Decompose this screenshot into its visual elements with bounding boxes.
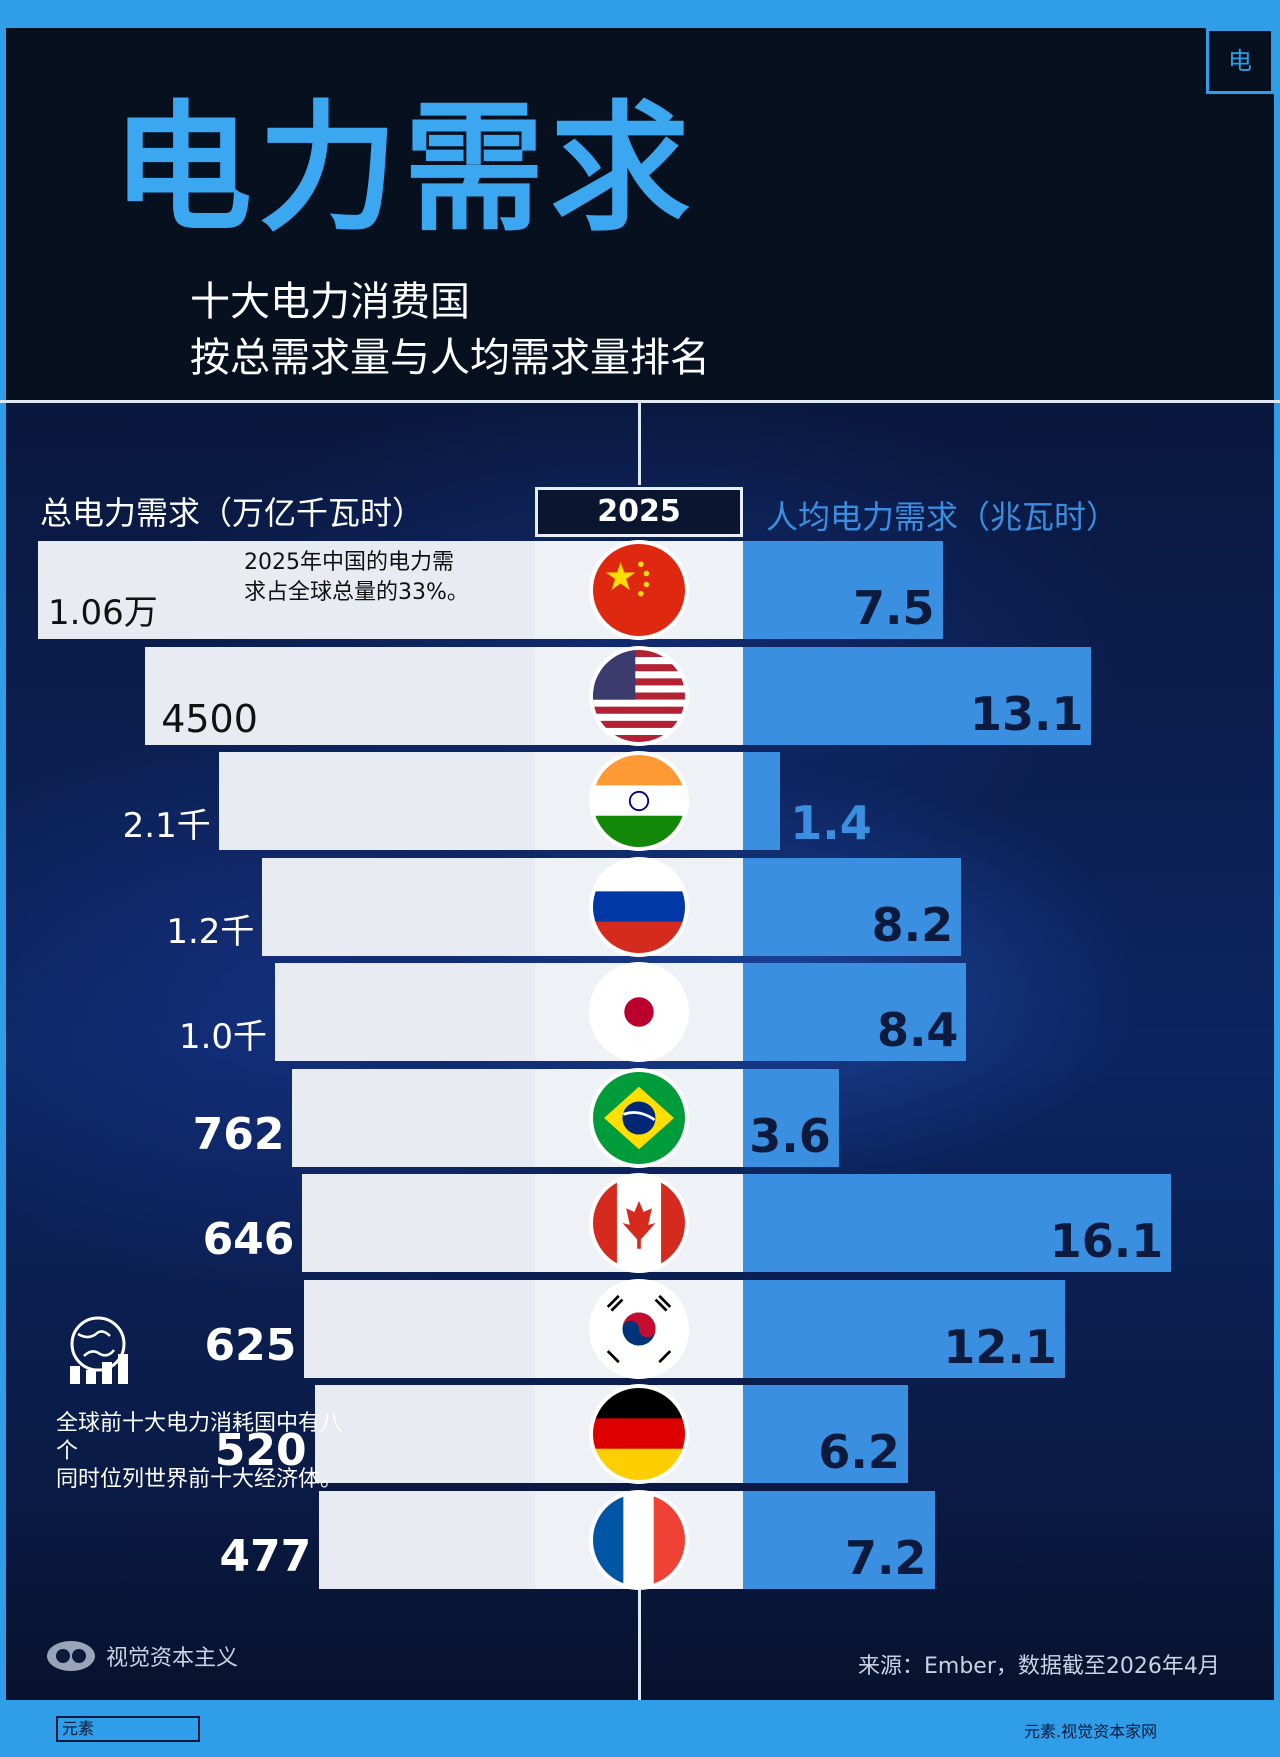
side-note-line-1: 全球前十大电力消耗国中有八 (56, 1411, 343, 1436)
right-bar-india (743, 752, 781, 850)
left-value-china: 1.06万 (48, 593, 158, 633)
left-value-brazil: 762 (192, 1108, 285, 1160)
right-bar-russia (743, 857, 962, 956)
right-bar-china (743, 541, 943, 639)
left-value-canada: 646 (202, 1214, 295, 1265)
flag-canada (589, 1173, 689, 1273)
right-bar-japan (743, 963, 967, 1061)
flag-china (589, 540, 689, 640)
right-value-south-korea: 12.1 (943, 1319, 1057, 1374)
center-axis-top (638, 403, 641, 485)
right-bar-france (743, 1490, 935, 1589)
left-bar-france (319, 1490, 535, 1589)
footer-right-label: 元素.视觉资本家网 (1024, 1722, 1158, 1741)
flag-japan (589, 962, 689, 1062)
frame-bottom (0, 1700, 1280, 1757)
right-bar-canada (743, 1174, 1172, 1272)
subtitle-line-2: 按总需求量与人均需求量排名 (190, 335, 710, 381)
left-value-russia: 1.2千 (166, 911, 255, 952)
side-note: 全球前十大电力消耗国中有八 个 同时位列世界前十大经济体。 (56, 1410, 386, 1494)
globe-chart-icon (70, 1316, 128, 1384)
left-value-france: 477 (219, 1530, 312, 1582)
page-subtitle: 十大电力消费国 按总需求量与人均需求量排名 (190, 274, 710, 386)
right-bar-brazil (743, 1068, 839, 1167)
left-bar-canada (302, 1174, 535, 1272)
right-bar-united-states (743, 646, 1092, 745)
side-note-line-3: 同时位列世界前十大经济体。 (56, 1467, 343, 1492)
china-annotation-line-2: 求占全球总量的33%。 (244, 580, 469, 605)
frame-right (1274, 0, 1280, 1757)
center-axis-bottom (638, 1590, 641, 1700)
left-value-united-states: 4500 (161, 696, 258, 741)
flag-brazil (589, 1067, 689, 1168)
right-value-united-states: 13.1 (969, 686, 1084, 741)
left-value-south-korea: 625 (204, 1319, 297, 1371)
corner-badge: 电 (1206, 28, 1274, 94)
right-value-france: 7.2 (845, 1530, 927, 1585)
left-bar-united-states (145, 646, 535, 745)
subtitle-line-1: 十大电力消费国 (190, 279, 470, 325)
brand-name: 视觉资本主义 (106, 1646, 239, 1671)
right-axis-label: 人均电力需求（兆瓦时） (766, 498, 1119, 536)
left-bar-china (38, 541, 535, 639)
flag-india (589, 751, 689, 851)
left-value-germany: 520 (214, 1425, 307, 1476)
header-divider (0, 400, 1280, 403)
right-value-germany: 6.2 (818, 1425, 900, 1479)
year-label: 2025 (535, 487, 743, 537)
left-bar-south-korea (304, 1279, 535, 1378)
right-bar-south-korea (743, 1279, 1065, 1378)
footer-left-label: 元素 (56, 1716, 200, 1742)
left-value-india: 2.1千 (122, 806, 211, 846)
china-annotation-line-1: 2025年中国的电力需 (244, 550, 454, 575)
page-title: 电力需求 (112, 88, 697, 251)
left-bar-india (218, 752, 535, 850)
left-bar-japan (275, 963, 535, 1061)
side-note-line-2: 个 (56, 1439, 79, 1464)
right-bar-germany (743, 1385, 908, 1483)
flag-south-korea (589, 1278, 689, 1379)
flag-russia (589, 856, 689, 957)
frame-left (0, 0, 6, 1757)
left-bar-russia (262, 857, 535, 956)
left-bar-brazil (292, 1068, 535, 1167)
flag-united-states (589, 645, 689, 746)
header-panel (6, 28, 1274, 400)
left-bar-germany (314, 1385, 535, 1483)
china-annotation: 2025年中国的电力需 求占全球总量的33%。 (244, 548, 469, 608)
flag-germany (589, 1384, 689, 1484)
source-note: 来源：Ember，数据截至2026年4月 (858, 1654, 1220, 1679)
right-value-china: 7.5 (853, 581, 935, 635)
left-axis-label: 总电力需求（万亿千瓦时） (40, 494, 425, 532)
right-value-india: 1.4 (790, 796, 872, 850)
frame-top (0, 0, 1280, 28)
flag-france (589, 1489, 689, 1590)
brand-logo-icon (47, 1641, 95, 1671)
right-value-russia: 8.2 (871, 897, 954, 952)
right-value-brazil: 3.6 (749, 1108, 831, 1163)
right-value-canada: 16.1 (1049, 1214, 1164, 1268)
left-value-japan: 1.0千 (178, 1017, 268, 1057)
right-value-japan: 8.4 (876, 1003, 959, 1057)
